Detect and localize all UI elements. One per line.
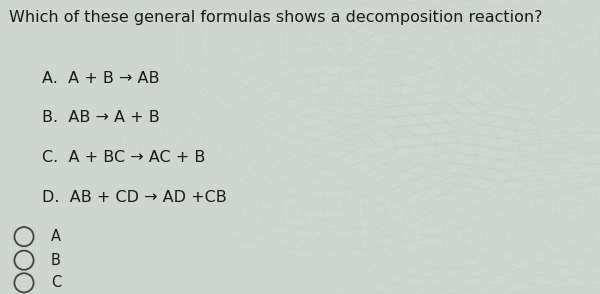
Text: C.  A + BC → AC + B: C. A + BC → AC + B xyxy=(42,150,205,165)
Text: B.  AB → A + B: B. AB → A + B xyxy=(42,110,160,125)
Text: A: A xyxy=(51,229,61,244)
Text: C: C xyxy=(51,275,61,290)
Text: B: B xyxy=(51,253,61,268)
Text: D.  AB + CD → AD +CB: D. AB + CD → AD +CB xyxy=(42,190,227,205)
Text: A.  A + B → AB: A. A + B → AB xyxy=(42,71,160,86)
Text: Which of these general formulas shows a decomposition reaction?: Which of these general formulas shows a … xyxy=(9,10,542,25)
